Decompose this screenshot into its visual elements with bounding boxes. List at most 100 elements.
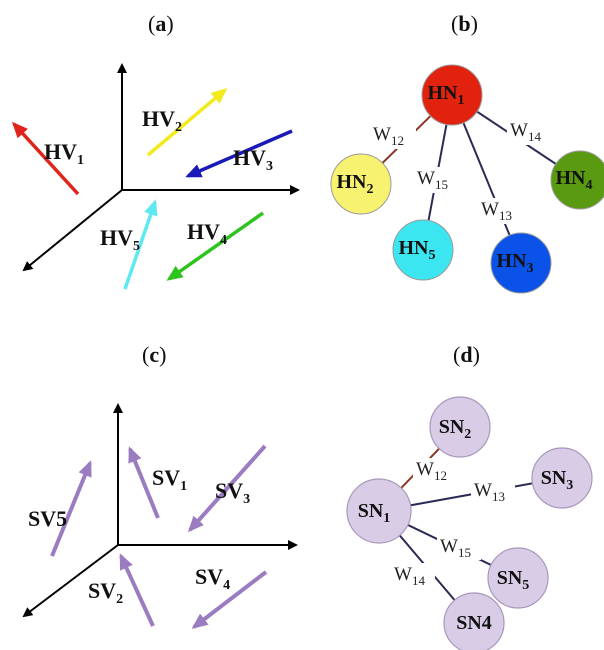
node-sn2-label-main: SN	[439, 416, 465, 438]
vector-hv3	[185, 129, 293, 178]
panel-a-label: (a)	[148, 11, 174, 36]
edge-w14-label-sub: 14	[528, 129, 542, 144]
node-hn3-label: HN3	[497, 250, 534, 276]
node-hn2-label-sub: 2	[367, 182, 374, 197]
node-hn5-label-sub: 5	[429, 248, 436, 263]
edge-w13-label-sub: 13	[499, 208, 512, 223]
vector-sv5	[50, 460, 92, 557]
edge-w12-label: W12	[373, 124, 404, 148]
vector-sv1-label-sub: 1	[180, 479, 187, 494]
node-sn5	[487, 547, 549, 609]
panel-d-label: (d)	[453, 342, 480, 367]
node-sn3-label: SN3	[541, 467, 574, 493]
vector-sv1-label-main: SV	[152, 465, 180, 490]
node-sn3-label-sub: 3	[566, 478, 573, 493]
vector-hv2-label: HV2	[142, 106, 182, 135]
vector-hv5-label: HV5	[100, 225, 140, 254]
vector-hv1-label-main: HV	[44, 139, 77, 164]
vector-sv4-label-main: SV	[195, 564, 223, 589]
edge-w15-d-label: W15	[440, 536, 471, 560]
vector-hv4-label-main: HV	[187, 219, 220, 244]
edge-w15-label-main: W	[417, 168, 435, 189]
vector-hv1-label-sub: 1	[77, 153, 84, 168]
edge-w15-label-bg	[414, 167, 460, 193]
node-hn1	[421, 64, 483, 126]
node-sn3	[531, 447, 593, 509]
edge-w14-d-label-bg	[391, 563, 435, 588]
node-sn1-label: SN1	[358, 500, 391, 526]
vector-hv4-label: HV4	[187, 219, 227, 248]
node-sn4	[443, 592, 505, 650]
node-sn1-label-main: SN	[358, 500, 384, 522]
vector-sv4	[191, 570, 268, 629]
node-sn4-label: SN4	[456, 612, 492, 634]
axis-c-y	[22, 544, 119, 618]
vector-sv4-label: SV4	[195, 564, 230, 593]
node-hn1-label-main: HN	[428, 82, 459, 104]
node-sn5-label-sub: 5	[522, 578, 529, 593]
vector-sv5-label-main: SV5	[28, 506, 67, 531]
node-hn4	[550, 150, 604, 210]
node-sn5-label: SN5	[497, 567, 530, 593]
edge-w12-d-label-main: W	[416, 459, 434, 480]
edge-w13-label-main: W	[481, 199, 499, 220]
panel-c-letter: c	[149, 342, 159, 367]
node-hn4-label: HN4	[556, 167, 593, 193]
edge-w15-d-label-bg	[437, 535, 481, 560]
vector-hv5-label-main: HV	[100, 225, 133, 250]
edge-w15-d-label-sub: 15	[458, 545, 471, 560]
edge-w13-label-bg	[478, 198, 524, 224]
vector-hv3-label-main: HV	[233, 145, 266, 170]
edge-w13-d-label-bg	[471, 479, 515, 504]
edge-w15-label: W15	[417, 168, 448, 192]
vector-hv1-label: HV1	[44, 139, 84, 168]
node-sn3-label-main: SN	[541, 467, 567, 489]
edge-w14-d-label-main: W	[394, 564, 412, 585]
edge-w12-label-sub: 12	[391, 133, 404, 148]
edge-w13-d-label: W13	[474, 480, 505, 504]
edge-w12-label-main: W	[373, 124, 391, 145]
edge-w12-d-label-bg	[413, 458, 457, 483]
node-sn2-label: SN2	[439, 416, 472, 442]
node-hn4-label-sub: 4	[586, 178, 593, 193]
edge-w12-d-label: W12	[416, 459, 447, 483]
node-hn5-label-main: HN	[399, 237, 430, 259]
panel-d-letter: d	[460, 342, 472, 367]
edge-w14-d-label: W14	[394, 564, 425, 588]
vector-hv3-label-sub: 3	[266, 159, 273, 174]
node-hn2-label: HN2	[337, 171, 374, 197]
vector-hv4-label-sub: 4	[220, 233, 227, 248]
node-hn3-label-main: HN	[497, 250, 528, 272]
edge-w14-label-main: W	[510, 120, 528, 141]
axis-a-y	[22, 189, 123, 272]
vector-sv5-label: SV5	[28, 506, 67, 531]
vector-sv2	[119, 553, 155, 627]
node-sn5-label-main: SN	[497, 567, 523, 589]
edge-w13-label: W13	[481, 199, 512, 223]
edge-w12-label-bg	[370, 123, 416, 149]
vector-hv5	[123, 199, 158, 290]
axes-c	[22, 403, 298, 618]
axes-a	[22, 63, 300, 272]
vector-sv3-label-main: SV	[215, 478, 243, 503]
panel-b-letter: b	[458, 11, 470, 36]
node-hn5-label: HN5	[399, 237, 436, 263]
vector-sv3-label-sub: 3	[243, 492, 250, 507]
vector-sv3-label: SV3	[215, 478, 250, 507]
vector-hv2	[146, 88, 228, 157]
vector-hv4	[166, 211, 265, 281]
node-hn3	[490, 232, 552, 294]
panel-c-label: (c)	[142, 342, 166, 367]
edge-w14-d-label-sub: 14	[412, 573, 426, 588]
edge-w15-label-sub: 15	[435, 177, 448, 192]
vector-sv1-label: SV1	[152, 465, 187, 494]
edge-w13-d-label-main: W	[474, 480, 492, 501]
